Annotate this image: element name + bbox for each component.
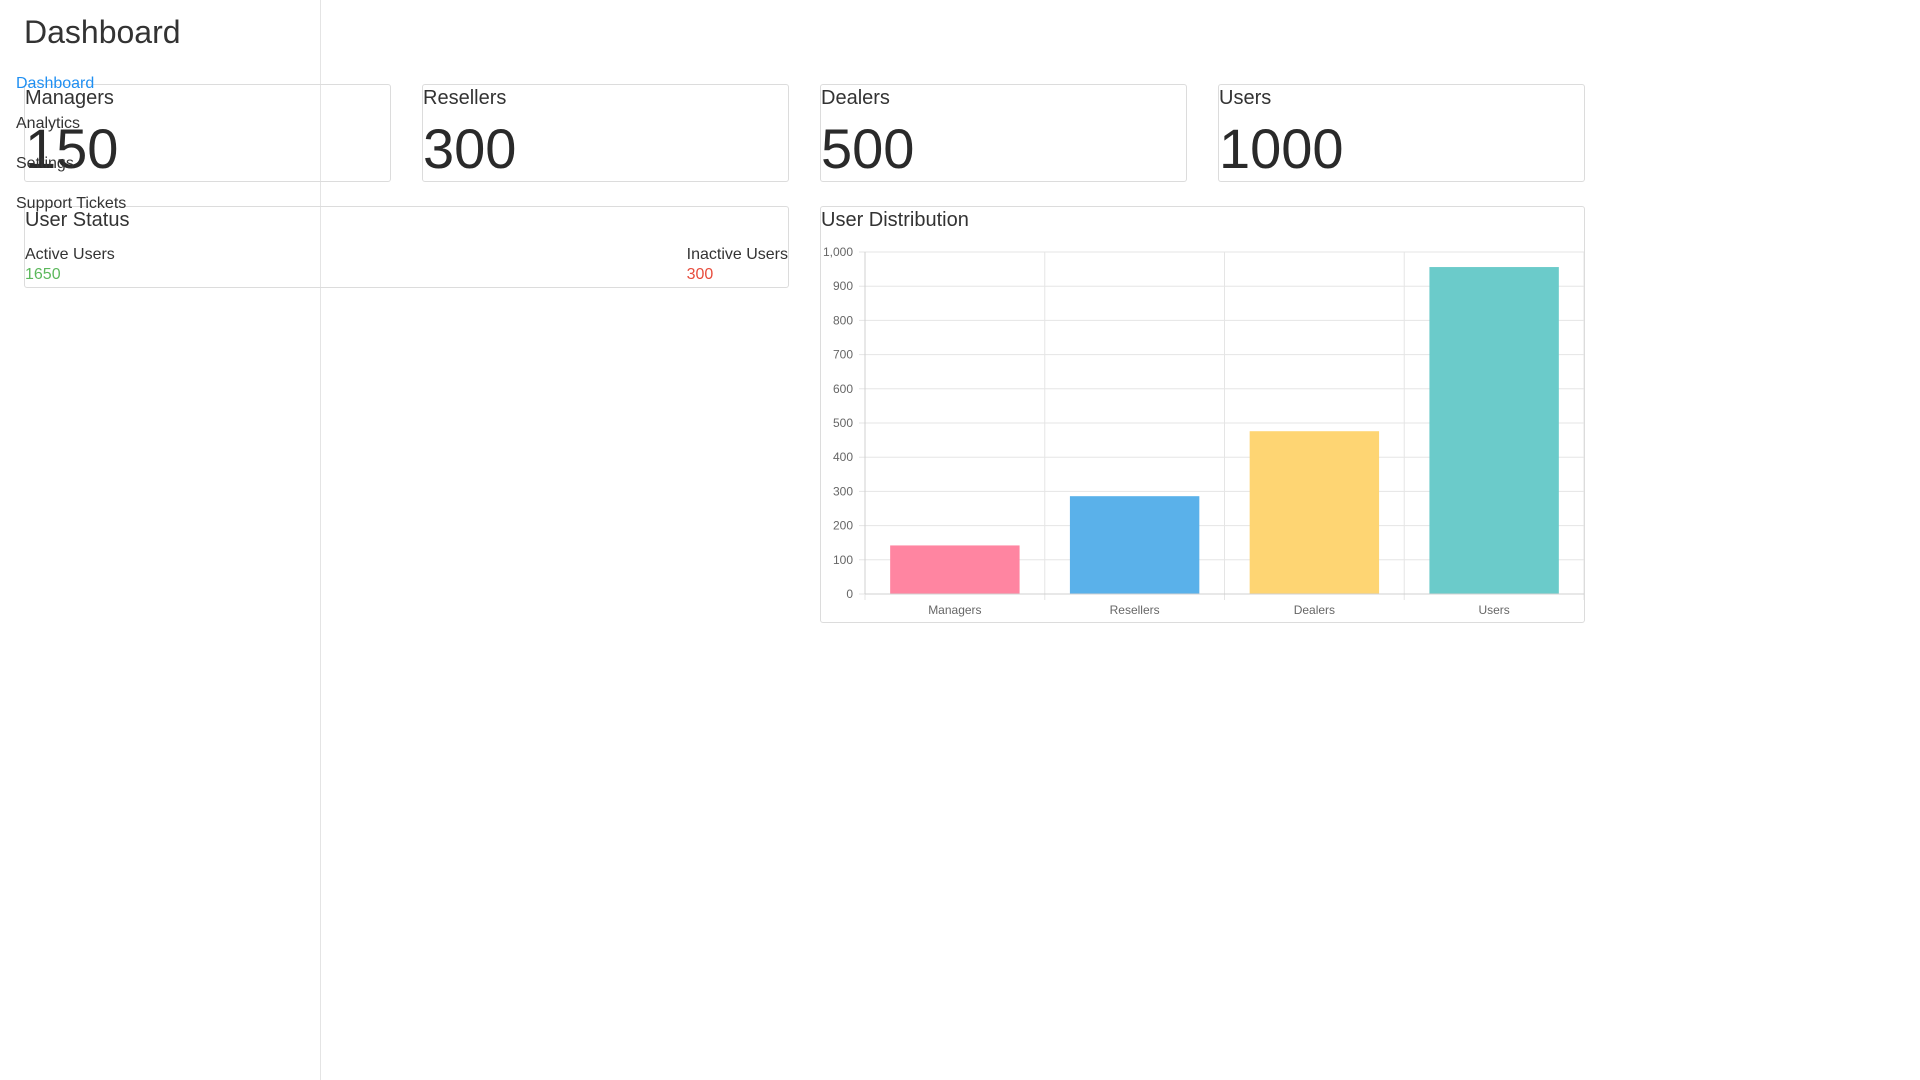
- stat-card-dealers: Dealers 500: [820, 84, 1187, 182]
- chart-title: User Distribution: [821, 209, 969, 231]
- sidebar-divider: [320, 0, 321, 1080]
- y-tick-label: 600: [833, 382, 853, 396]
- user-distribution-chart: 0 100 200 300 400 500 600 700 800 900 1,000 Manager…: [823, 245, 1584, 617]
- active-users-label: Active Users: [25, 246, 115, 263]
- stat-card-resellers: Resellers 300: [422, 84, 789, 182]
- stat-value: 150: [25, 117, 119, 180]
- stat-card-users: Users 1000: [1218, 84, 1585, 182]
- stat-value: 500: [821, 117, 915, 180]
- bar-managers: [890, 545, 1020, 594]
- user-status-title: User Status: [25, 209, 130, 231]
- y-tick-label: 0: [846, 587, 853, 601]
- y-tick-label: 300: [833, 484, 853, 498]
- user-distribution-card: User Distribution 0 100 200 300 400 500 600 700…: [820, 206, 1585, 623]
- stat-label: Dealers: [821, 87, 890, 109]
- x-tick-label: Managers: [928, 603, 981, 617]
- nav-item-analytics[interactable]: Analytics: [16, 115, 81, 132]
- stat-label: Users: [1219, 87, 1272, 109]
- y-tick-label: 1,000: [823, 245, 853, 259]
- x-tick-label: Resellers: [1110, 603, 1160, 617]
- y-tick-label: 900: [833, 279, 853, 293]
- x-tick-label: Dealers: [1294, 603, 1335, 617]
- y-tick-label: 800: [833, 313, 853, 327]
- inactive-users-value: 300: [686, 266, 714, 283]
- nav-item-settings[interactable]: Settings: [16, 155, 74, 172]
- bar-resellers: [1069, 496, 1200, 594]
- y-tick-label: 500: [833, 416, 853, 430]
- bar-users: [1429, 267, 1559, 594]
- user-status-card: User Status Active Users 1650 Inactive U…: [24, 206, 789, 288]
- y-tick-label: 200: [833, 519, 853, 533]
- active-users-block: Active Users 1650: [25, 245, 115, 285]
- nav-item-support-tickets[interactable]: Support Tickets: [16, 195, 127, 212]
- active-users-value: 1650: [25, 266, 61, 283]
- y-tick-label: 700: [833, 348, 853, 362]
- inactive-users-block: Inactive Users 300: [687, 245, 788, 285]
- x-tick-label: Users: [1478, 603, 1509, 617]
- y-tick-label: 100: [833, 553, 853, 567]
- stat-value: 300: [423, 117, 517, 180]
- y-tick-label: 400: [833, 450, 853, 464]
- stat-card-managers: Managers 150: [24, 84, 391, 182]
- bar-dealers: [1249, 431, 1380, 594]
- stat-value: 1000: [1219, 117, 1344, 180]
- sidebar-nav: Dashboard Analytics Settings Support Tic…: [16, 74, 126, 234]
- nav-item-dashboard[interactable]: Dashboard: [16, 75, 95, 92]
- stat-label: Managers: [25, 87, 114, 109]
- page-title: Dashboard: [24, 14, 181, 50]
- stat-label: Resellers: [423, 87, 507, 109]
- inactive-users-label: Inactive Users: [686, 246, 788, 263]
